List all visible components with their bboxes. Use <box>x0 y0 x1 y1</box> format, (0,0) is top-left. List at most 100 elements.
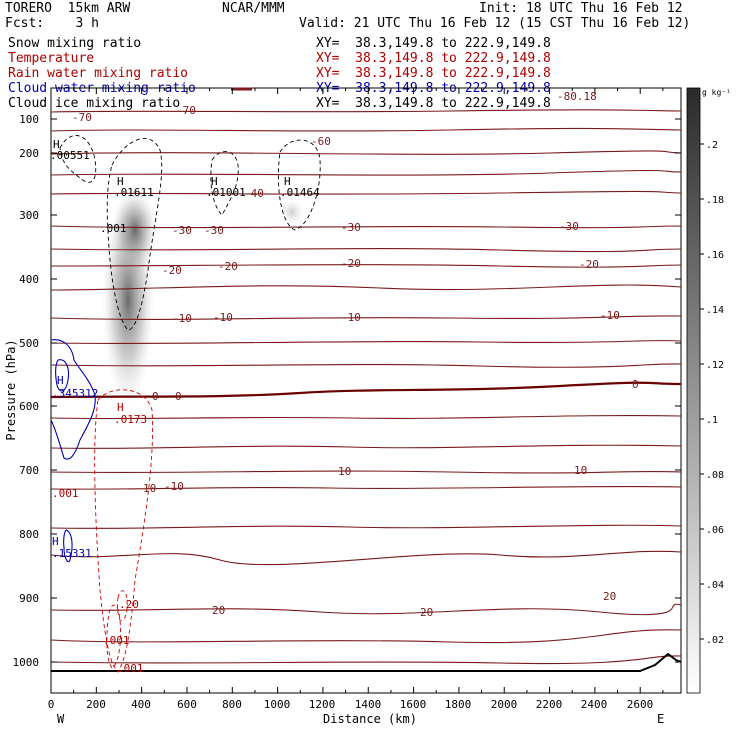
temp-label: -70 <box>72 111 92 124</box>
temp-label-top: -80.18 <box>557 90 597 103</box>
x-tick-label: 1400 <box>355 698 382 711</box>
field-name-rain: Rain water mixing ratio <box>8 66 189 81</box>
temp-label: -10 <box>172 312 192 325</box>
max-symbol: H <box>52 535 59 548</box>
temp-label: 20 <box>420 606 433 619</box>
y-tick-label: 200 <box>19 147 39 160</box>
temp-label: -20 <box>341 257 361 270</box>
y-tick-label: 600 <box>19 400 39 413</box>
cloud-water-contour <box>63 529 73 563</box>
init-time: Init: 18 UTC Thu 16 Feb 12 <box>479 1 683 16</box>
isotherm-line <box>51 169 681 176</box>
temp-label: 0 <box>152 390 159 403</box>
max-value: .00551 <box>50 149 90 162</box>
endpoint-east: E <box>657 712 664 726</box>
isotherm-line <box>51 150 681 155</box>
terrain-line <box>51 652 681 672</box>
contour-label: .20 <box>119 598 139 611</box>
temperature-labels: -70 -70 -60 -40 -30 -30 -30 -30 -20 -20 … <box>72 104 639 619</box>
field-xy-snow: XY= 38.3,149.8 to 222.9,149.8 <box>316 36 551 51</box>
temp-label: -10 <box>164 480 184 493</box>
max-symbol: H <box>117 401 124 414</box>
isotherm-line <box>51 603 681 616</box>
y-tick-label: 900 <box>19 592 39 605</box>
x-tick-label: 0 <box>48 698 55 711</box>
y-tick-label: 300 <box>19 209 39 222</box>
max-symbol: H <box>53 138 60 151</box>
max-value: .15331 <box>52 547 92 560</box>
x-tick-label: 1200 <box>309 698 336 711</box>
valid-time: Valid: 21 UTC Thu 16 Feb 12 (15 CST Thu … <box>299 16 691 31</box>
x-tick-label: 800 <box>222 698 242 711</box>
isotherm-line <box>51 550 681 566</box>
field-name-snow: Snow mixing ratio <box>8 36 142 51</box>
temp-label: 20 <box>212 604 225 617</box>
x-tick-label: 2400 <box>581 698 608 711</box>
x-tick-label: 600 <box>177 698 197 711</box>
cloud-water-contour <box>55 359 70 392</box>
isotherm-line <box>51 655 681 665</box>
temp-label: -70 <box>176 104 196 117</box>
plot-frame <box>50 87 682 694</box>
colorbar-label: .16 <box>706 250 724 261</box>
contour-label: .001 <box>100 222 127 235</box>
colorbar-label: .12 <box>706 360 724 371</box>
x-axis-title: Distance (km) <box>323 712 417 726</box>
x-axis-ticks <box>50 88 664 693</box>
isotherm-line <box>51 264 681 268</box>
isotherm-line <box>51 470 681 474</box>
org-label: NCAR/MMM <box>222 1 285 16</box>
isotherm-line <box>51 444 681 449</box>
snow-shading-small <box>280 198 304 226</box>
temp-label: -20 <box>162 264 182 277</box>
y-tick-label: 800 <box>19 528 39 541</box>
temp-label: 0 <box>632 378 639 391</box>
temp-label: -30 <box>341 221 361 234</box>
y-tick-label: 700 <box>19 464 39 477</box>
isotherm-line <box>51 629 681 644</box>
rain-contour <box>116 590 128 621</box>
temp-label: -10 <box>341 311 361 324</box>
endpoint-west: W <box>57 712 65 726</box>
x-tick-label: 1000 <box>264 698 291 711</box>
colorbar <box>686 87 701 694</box>
max-symbol: H <box>284 175 291 188</box>
isotherm-line <box>51 127 681 132</box>
colorbar-label: .06 <box>706 525 724 536</box>
temp-label: 10 <box>338 465 351 478</box>
colorbar-units: g kg⁻¹ <box>702 88 731 97</box>
forecast-hour: Fcst: 3 h <box>5 16 99 31</box>
field-xy-cloud-ice: XY= 38.3,149.8 to 222.9,149.8 <box>316 96 551 111</box>
field-xy-rain: XY= 38.3,149.8 to 222.9,149.8 <box>316 66 551 81</box>
max-value: .0173 <box>114 413 147 426</box>
colorbar-label: .2 <box>706 140 718 151</box>
colorbar-label: .14 <box>706 305 724 316</box>
isotherm-line <box>51 225 681 229</box>
temp-label: 10 <box>574 464 587 477</box>
cloud-water-contour <box>51 339 96 460</box>
field-xy-temperature: XY= 38.3,149.8 to 222.9,149.8 <box>316 51 551 66</box>
model-title: TORERO 15km ARW <box>5 1 131 16</box>
colorbar-label: .08 <box>706 470 724 481</box>
temp-label: -30 <box>172 224 192 237</box>
x-tick-label: 2000 <box>491 698 518 711</box>
isotherm-line <box>51 339 681 345</box>
contour-label: .001 <box>117 662 144 675</box>
rain-contour <box>94 389 153 673</box>
isotherm-line <box>51 315 681 320</box>
colorbar-ticks <box>700 143 704 640</box>
temp-label: 0 <box>175 390 182 403</box>
colorbar-label: .1 <box>706 415 718 426</box>
isotherm-line <box>51 248 681 253</box>
isotherm-line <box>51 415 681 420</box>
y-axis-title: Pressure (hPa) <box>4 339 18 440</box>
temp-label: -30 <box>559 220 579 233</box>
y-tick-label: 500 <box>19 337 39 350</box>
cloud-ice-contour <box>277 139 321 231</box>
x-tick-label: 2200 <box>536 698 563 711</box>
contour-label: .001 <box>52 487 79 500</box>
temp-label: -10 <box>213 311 233 324</box>
contour-label: .001 <box>103 634 130 647</box>
y-tick-label: 100 <box>19 113 39 126</box>
